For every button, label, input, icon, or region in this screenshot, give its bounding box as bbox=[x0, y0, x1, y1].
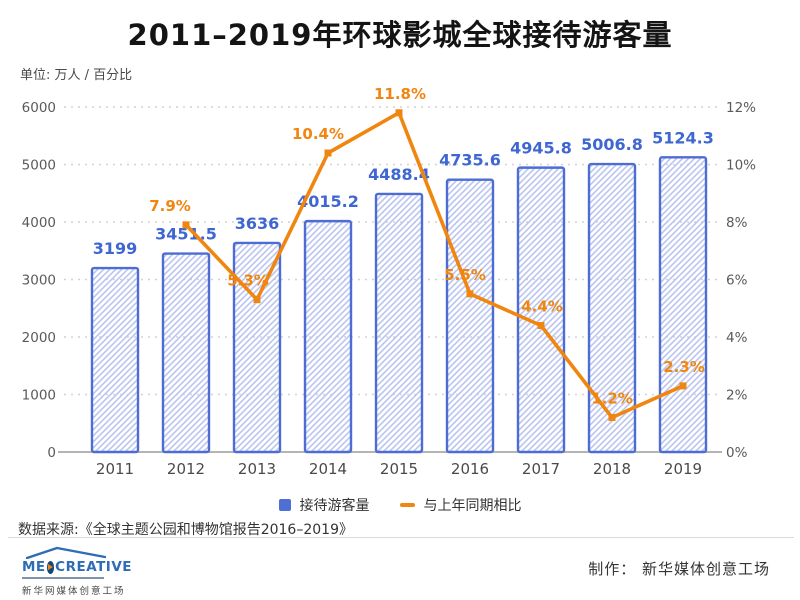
y-left-tick: 2000 bbox=[22, 330, 56, 346]
y-right-tick: 0% bbox=[726, 445, 748, 461]
line-legend-label: 与上年同期相比 bbox=[423, 498, 522, 514]
bar-legend-label: 接待游客量 bbox=[299, 498, 370, 514]
line-point-2016 bbox=[466, 290, 474, 298]
chart-legend: 接待游客量 与上年同期相比 bbox=[0, 495, 800, 515]
y-left-tick: 0 bbox=[47, 445, 56, 461]
y-right-tick: 12% bbox=[726, 100, 756, 116]
bar-value-2015: 4488.4 bbox=[368, 165, 430, 184]
line-label-2017: 4.4% bbox=[521, 298, 563, 316]
bar-2015 bbox=[374, 192, 424, 454]
y-left-tick: 3000 bbox=[22, 273, 56, 289]
bar-legend-swatch-icon bbox=[278, 499, 291, 511]
data-source: 数据来源:《全球主题公园和博物馆报告2016–2019》 bbox=[18, 522, 353, 538]
line-label-2018: 1.2% bbox=[591, 390, 633, 408]
line-point-2015 bbox=[395, 109, 403, 117]
x-label-2011: 2011 bbox=[96, 460, 134, 478]
x-label-2013: 2013 bbox=[238, 460, 276, 478]
logo-underline bbox=[22, 577, 104, 579]
bar-value-2011: 3199 bbox=[93, 239, 138, 258]
yoy-line bbox=[184, 110, 685, 420]
y-left-tick: 1000 bbox=[22, 388, 56, 404]
y-right-tick: 10% bbox=[726, 158, 756, 174]
line-label-2014: 10.4% bbox=[292, 125, 344, 143]
bar-2019 bbox=[658, 156, 708, 454]
line-label-2015: 11.8% bbox=[374, 85, 426, 103]
medcreative-logo: ME CREATIVE 新华网媒体创意工场 bbox=[22, 546, 132, 597]
logo-text-me: ME bbox=[22, 559, 46, 575]
bar-2014 bbox=[303, 219, 353, 454]
unit-label: 单位: 万人 / 百分比 bbox=[20, 68, 133, 83]
bar-value-2014: 4015.2 bbox=[297, 192, 359, 211]
x-label-2015: 2015 bbox=[380, 460, 418, 478]
bar-2018 bbox=[587, 162, 637, 454]
bar-2012 bbox=[161, 252, 211, 454]
bar-2013 bbox=[232, 241, 282, 454]
line-label-2019: 2.3% bbox=[663, 358, 705, 376]
line-point-2012 bbox=[182, 221, 190, 229]
line-legend-swatch-icon bbox=[399, 502, 415, 508]
logo-roof-icon bbox=[25, 546, 107, 559]
y-left-tick: 5000 bbox=[22, 158, 56, 174]
line-point-2013 bbox=[253, 296, 261, 304]
y-left-tick: 4000 bbox=[22, 215, 56, 231]
line-point-2017 bbox=[537, 322, 545, 329]
line-label-2016: 5.5% bbox=[444, 266, 486, 284]
x-label-2012: 2012 bbox=[167, 460, 205, 478]
bar-value-2017: 4945.8 bbox=[510, 139, 572, 158]
line-point-2018 bbox=[608, 414, 616, 421]
y-right-tick: 4% bbox=[726, 330, 748, 346]
bar-value-2013: 3636 bbox=[235, 214, 280, 233]
y-right-tick: 8% bbox=[726, 215, 748, 231]
x-label-2016: 2016 bbox=[451, 460, 489, 478]
legend-item-line: 与上年同期相比 bbox=[399, 495, 522, 515]
bar-2011 bbox=[90, 266, 140, 454]
x-label-2018: 2018 bbox=[593, 460, 631, 478]
bar-value-2018: 5006.8 bbox=[581, 135, 643, 154]
production-credit: 制作： 新华媒体创意工场 bbox=[588, 560, 770, 578]
footer-divider bbox=[8, 537, 794, 538]
y-right-tick: 6% bbox=[726, 273, 748, 289]
y-left-tick: 6000 bbox=[22, 100, 56, 116]
line-point-2014 bbox=[324, 149, 332, 157]
bar-2017 bbox=[516, 166, 566, 454]
bar-value-2016: 4735.6 bbox=[439, 151, 501, 170]
line-label-2012: 7.9% bbox=[149, 197, 191, 215]
page-title: 2011–2019年环球影城全球接待游客量 bbox=[127, 18, 673, 52]
logo-subtitle: 新华网媒体创意工场 bbox=[22, 586, 126, 597]
logo-text-creative: CREATIVE bbox=[55, 559, 132, 575]
bar-value-2019: 5124.3 bbox=[652, 128, 714, 147]
line-point-2019 bbox=[679, 382, 687, 390]
x-label-2014: 2014 bbox=[309, 460, 347, 478]
line-label-2013: 5.3% bbox=[227, 272, 269, 290]
legend-item-bar: 接待游客量 bbox=[278, 495, 370, 515]
x-label-2019: 2019 bbox=[664, 460, 702, 478]
x-label-2017: 2017 bbox=[522, 460, 560, 478]
y-right-tick: 2% bbox=[726, 388, 748, 404]
visitors-combo-chart: 0 0% 1000 2% 2000 4% 3000 6% 4000 8% 5000 10% 6000 12… bbox=[22, 85, 757, 478]
bar-2016 bbox=[445, 178, 495, 454]
logo-play-icon bbox=[46, 560, 55, 574]
